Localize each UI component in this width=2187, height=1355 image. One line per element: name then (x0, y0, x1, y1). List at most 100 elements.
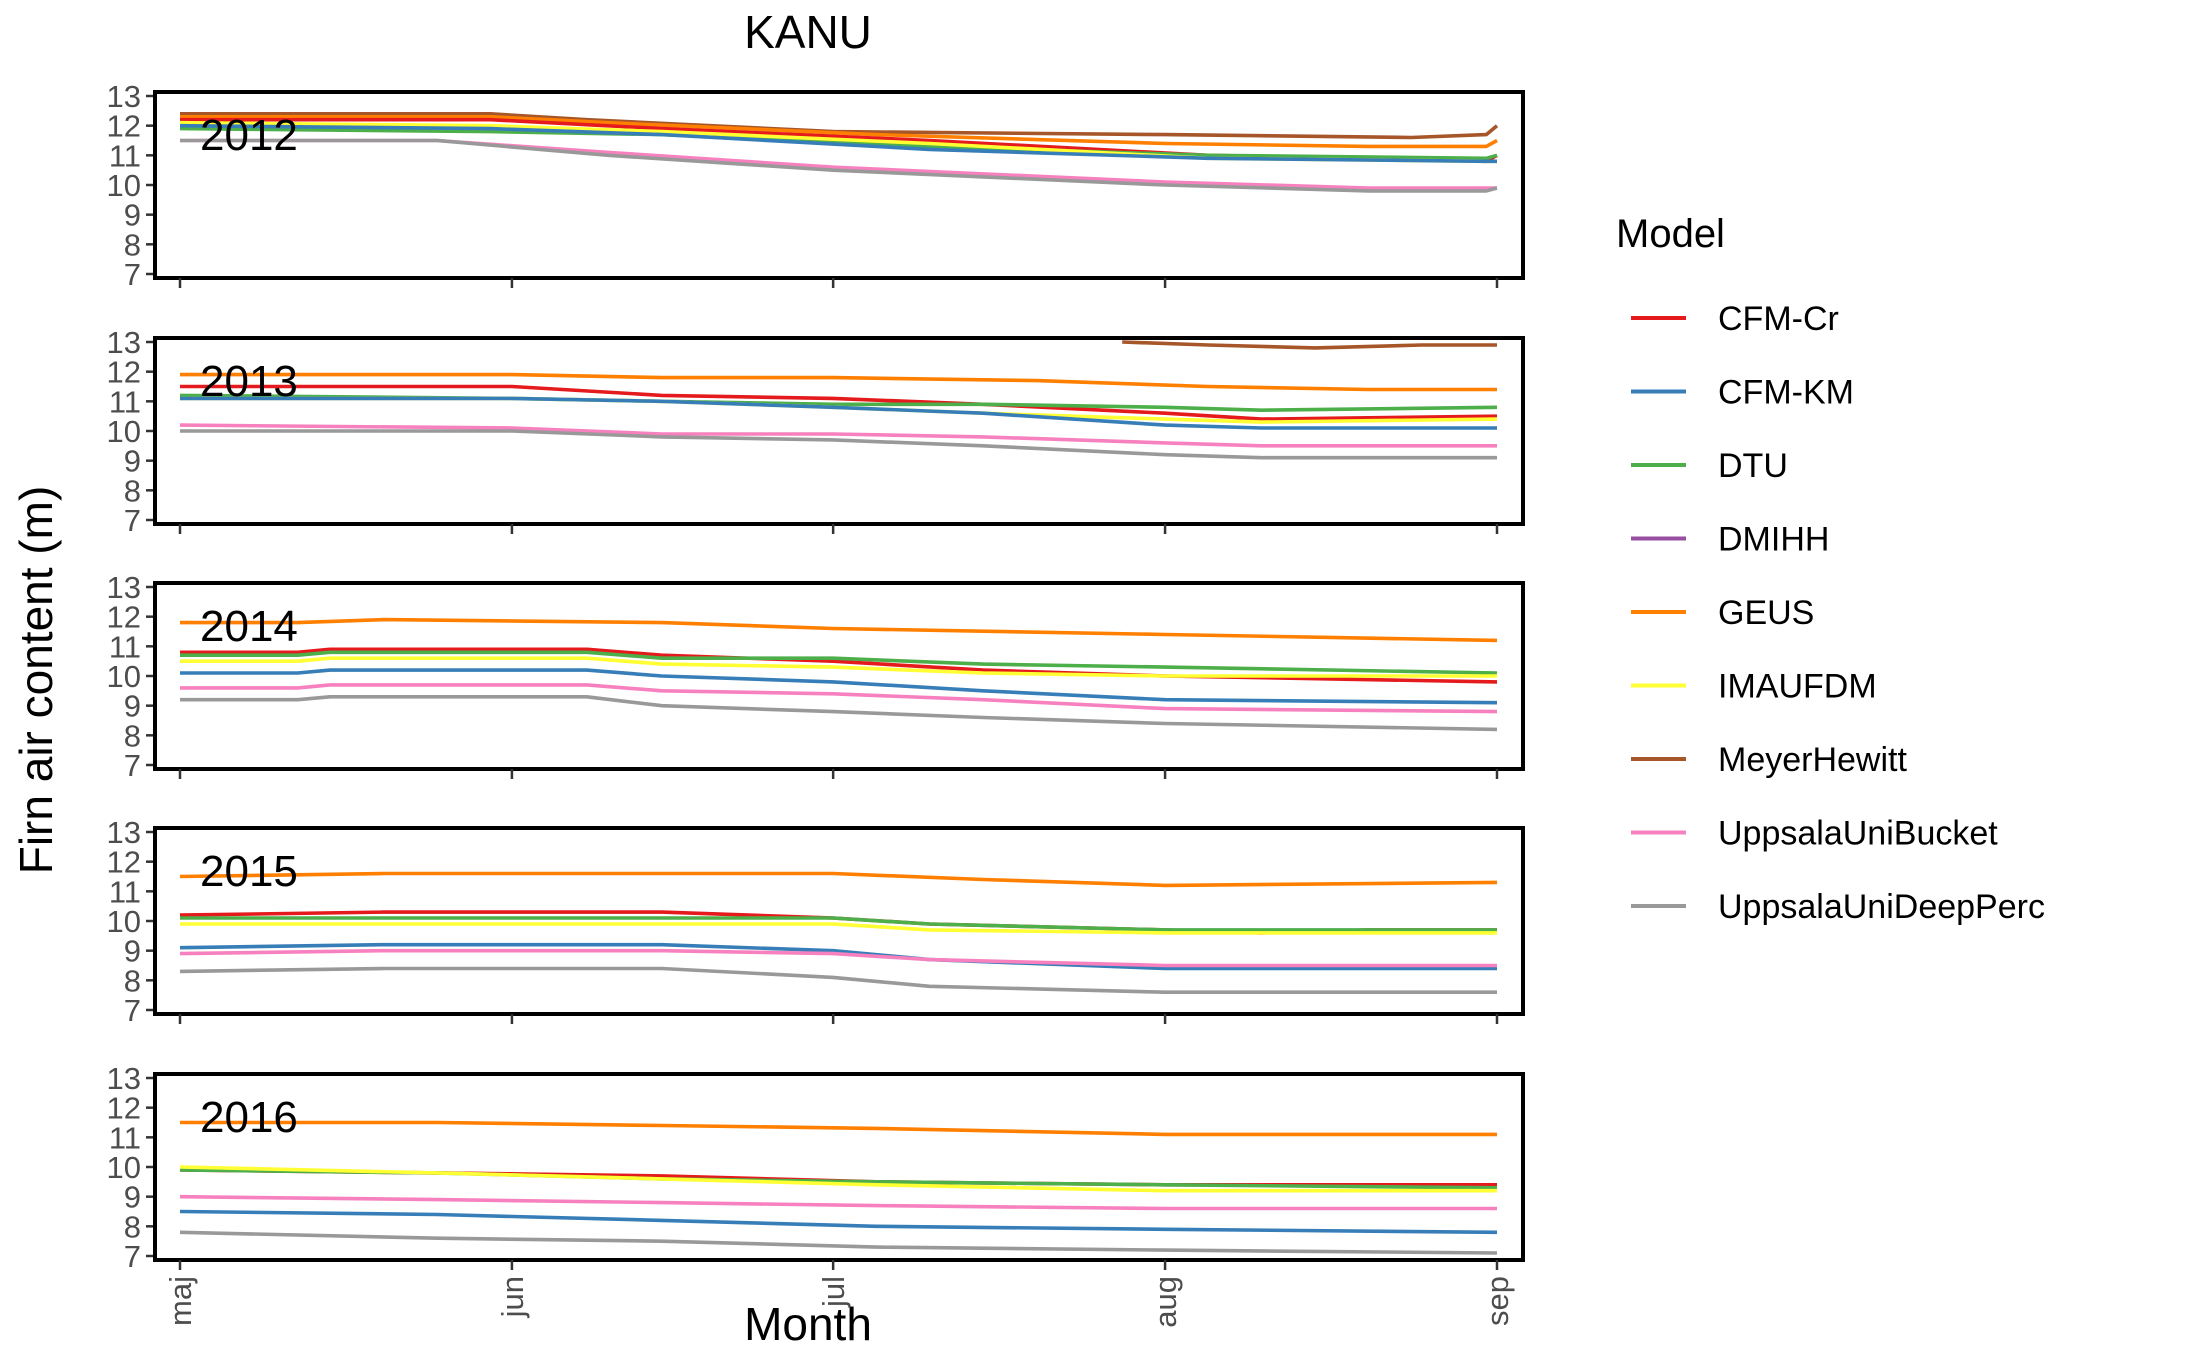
series-line-GEUS (180, 1120, 1497, 1137)
legend-label: DTU (1718, 447, 1788, 485)
legend-label: GEUS (1718, 594, 1814, 632)
y-tick-label: 9 (124, 444, 141, 479)
x-tick-label: sep (1480, 1276, 1515, 1326)
y-tick-label: 8 (124, 963, 141, 998)
y-tick-label: 9 (124, 934, 141, 969)
series-line-UppsalaUniBucket (180, 138, 1497, 190)
x-tick-label: jun (495, 1276, 530, 1318)
series-line-CFM-Cr (180, 384, 1498, 421)
y-tick-label: 12 (107, 355, 141, 390)
y-tick-label: 10 (107, 659, 141, 694)
series-line-UppsalaUniDeepPerc (179, 966, 1497, 995)
y-tick-label: 8 (124, 473, 141, 508)
series-line-GEUS (180, 617, 1498, 643)
y-tick-label: 9 (124, 1180, 141, 1215)
series-line-UppsalaUniBucket (180, 683, 1498, 714)
y-tick-label: 11 (109, 384, 141, 419)
series-line-UppsalaUniDeepPerc (180, 138, 1498, 193)
y-tick-label: 12 (107, 845, 141, 880)
panel-year-label: 2016 (200, 1093, 298, 1142)
series-line-DTU (180, 916, 1497, 932)
series-line-CFM-KM (179, 942, 1497, 971)
series-line-IMAUFDM (180, 656, 1497, 678)
y-tick-label: 10 (107, 168, 141, 203)
series-line-CFM-KM (180, 396, 1497, 430)
series-line-GEUS (179, 871, 1498, 888)
y-tick-label: 10 (107, 1150, 141, 1185)
series-line-UppsalaUniBucket (179, 948, 1497, 968)
legend-label: UppsalaUniBucket (1718, 815, 1998, 853)
series-line-MeyerHewitt (180, 112, 1499, 140)
series-line-GEUS (180, 115, 1498, 149)
y-tick-label: 13 (107, 570, 141, 605)
series-line-UppsalaUniDeepPerc (180, 429, 1497, 460)
y-tick-label: 9 (124, 198, 141, 233)
panel-frame (153, 90, 1525, 280)
y-tick-label: 8 (124, 718, 141, 753)
y-tick-label: 8 (124, 227, 141, 262)
series-line-UppsalaUniBucket (179, 423, 1497, 448)
y-tick-label: 13 (107, 325, 141, 360)
y-tick-label: 13 (107, 815, 141, 850)
y-tick-label: 8 (124, 1209, 141, 1244)
y-tick-label: 7 (124, 1239, 141, 1274)
y-tick-label: 11 (109, 1120, 141, 1155)
series-line-IMAUFDM (180, 922, 1497, 935)
panel-series (179, 1120, 1498, 1255)
panel-year-label: 2012 (200, 111, 298, 160)
panel-frame (153, 336, 1525, 526)
legend-label: MeyerHewitt (1718, 741, 1907, 779)
panel-year-label: 2013 (200, 357, 298, 406)
y-tick-label: 11 (109, 629, 141, 664)
y-tick-label: 7 (124, 748, 141, 783)
panel-frame (153, 1072, 1525, 1262)
legend-label: CFM-KM (1718, 374, 1854, 412)
series-line-UppsalaUniBucket (179, 1194, 1497, 1211)
chart-panels: 7891011121320127891011121320137891011121… (107, 79, 1525, 1274)
series-line-MeyerHewitt (1122, 340, 1497, 350)
legend-title: Model (1616, 212, 1725, 256)
series-line-CFM-KM (179, 1209, 1498, 1235)
x-tick-label: maj (163, 1276, 198, 1326)
y-tick-label: 13 (107, 79, 141, 114)
y-tick-label: 11 (109, 138, 141, 173)
chart-title: KANU (744, 6, 872, 58)
y-tick-label: 7 (124, 993, 141, 1028)
x-axis-label: Month (744, 1298, 872, 1350)
y-tick-label: 12 (107, 600, 141, 635)
series-line-IMAUFDM (179, 1165, 1497, 1193)
y-tick-label: 10 (107, 414, 141, 449)
panel-year-label: 2014 (200, 602, 298, 651)
panel-series (179, 871, 1498, 995)
y-tick-label: 7 (124, 257, 141, 292)
panel-series (179, 340, 1498, 460)
y-axis-label: Firn air content (m) (10, 486, 62, 875)
legend-label: CFM-Cr (1718, 300, 1839, 338)
legend-label: DMIHH (1718, 521, 1829, 559)
legend-label: UppsalaUniDeepPerc (1718, 888, 2045, 926)
panel-frame (153, 581, 1525, 771)
series-line-UppsalaUniDeepPerc (180, 694, 1498, 732)
chart-legend: CFM-Cr CFM-KM DTU DMIHH GEUS IMAUFDM MeyerHewi… (1631, 300, 2045, 926)
series-line-CFM-KM (179, 123, 1497, 164)
y-tick-label: 10 (107, 904, 141, 939)
series-line-GEUS (180, 372, 1497, 392)
legend-label: IMAUFDM (1718, 668, 1877, 706)
series-line-UppsalaUniDeepPerc (179, 1230, 1498, 1255)
x-tick-label: aug (1148, 1276, 1183, 1328)
y-tick-label: 11 (109, 874, 141, 909)
panel-series (179, 112, 1499, 193)
y-tick-label: 9 (124, 689, 141, 724)
x-tick-label: jul (816, 1276, 851, 1308)
series-line-DTU (179, 126, 1498, 161)
panel-series (180, 617, 1498, 732)
y-tick-label: 7 (124, 503, 141, 538)
y-tick-label: 12 (107, 1091, 141, 1126)
